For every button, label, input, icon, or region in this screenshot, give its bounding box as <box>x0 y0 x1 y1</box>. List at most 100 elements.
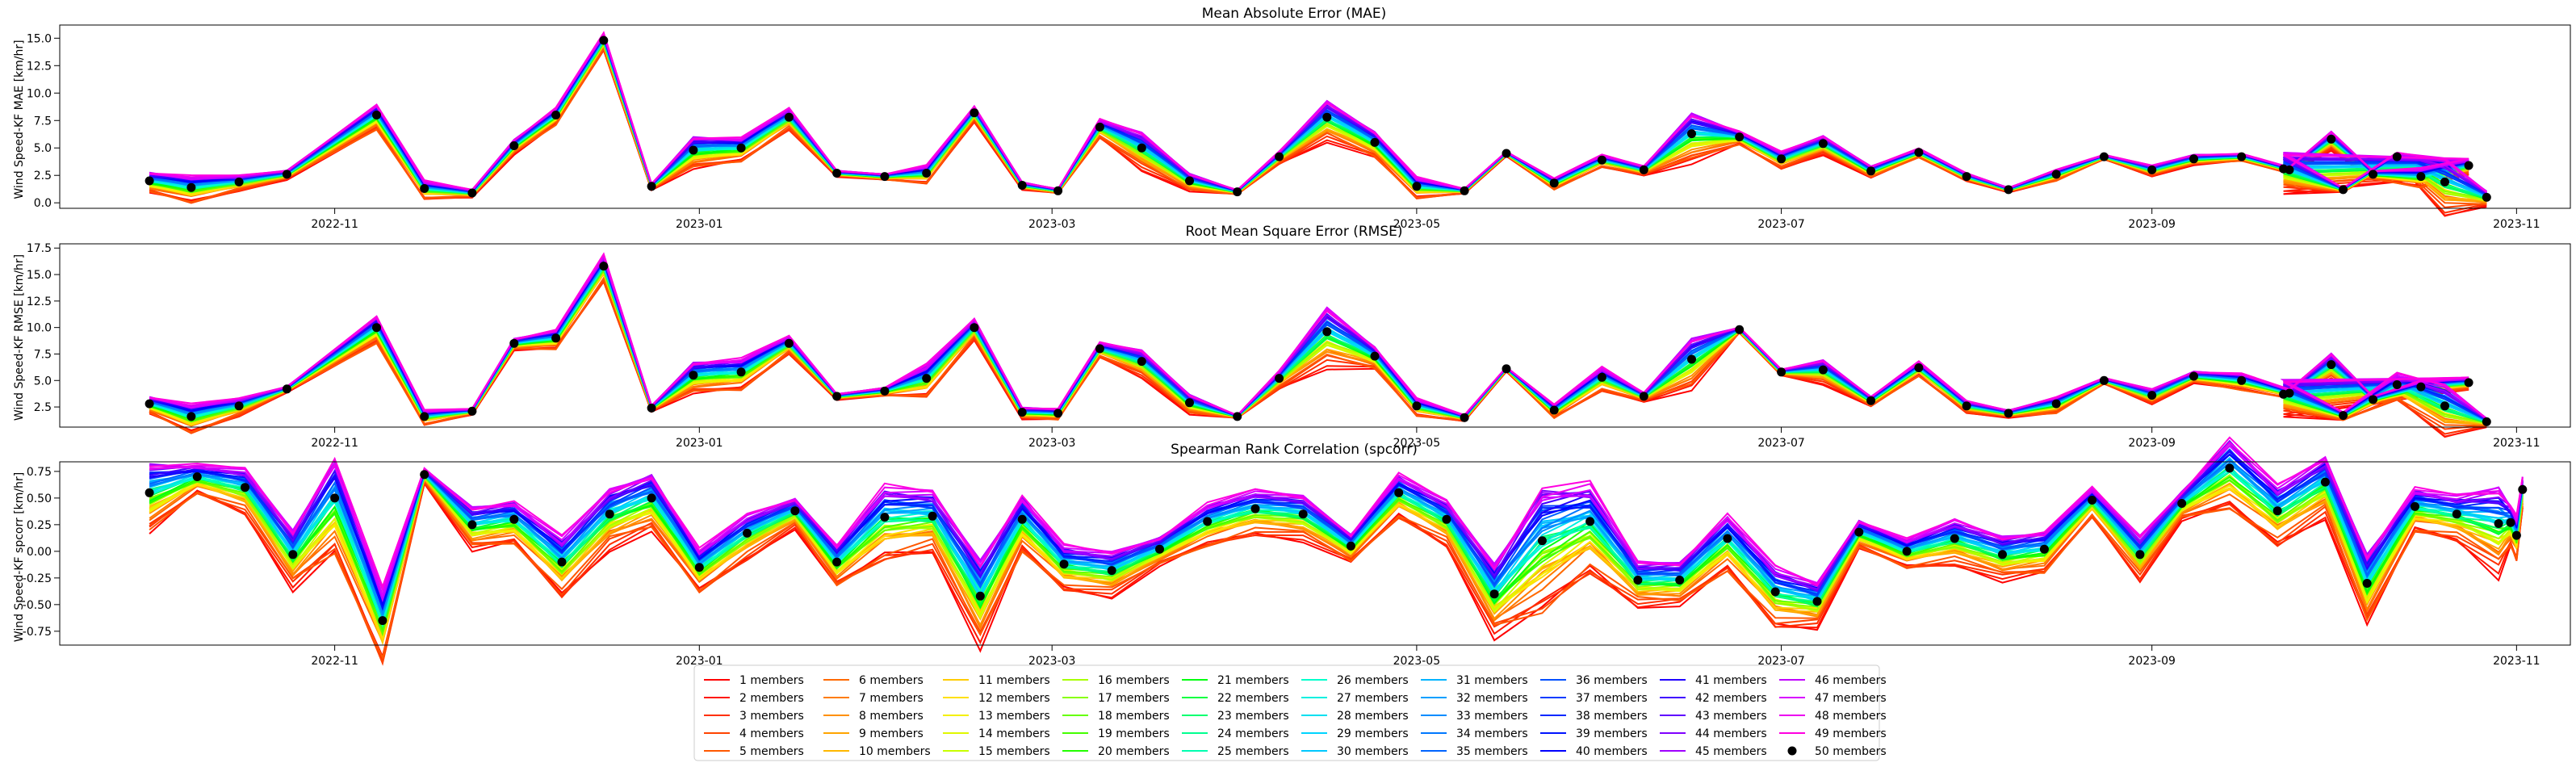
spcorr-point-50-members <box>832 557 842 567</box>
rmse-point-50-members <box>1137 357 1146 367</box>
spcorr-xtick-label: 2023-03 <box>1028 655 1076 668</box>
rmse-point-50-members <box>1866 396 1876 405</box>
legend-entry: 19 members <box>1098 727 1170 740</box>
rmse-point-50-members <box>509 338 519 348</box>
rmse-ytick-label: 15.0 <box>27 269 52 282</box>
mae-axes-frame <box>59 24 2571 209</box>
spcorr-point-50-members <box>1950 534 1959 543</box>
legend-entry: 37 members <box>1576 692 1648 705</box>
mae-point-50-members <box>1549 178 1559 188</box>
mae-point-50-members <box>1053 186 1063 195</box>
rmse-point-50-members <box>1597 372 1606 382</box>
mae-point-50-members <box>2482 192 2491 202</box>
spcorr-point-50-members <box>1017 514 1027 524</box>
mae-title: Mean Absolute Error (MAE) <box>1202 6 1387 22</box>
legend-entry: 21 members <box>1217 674 1289 687</box>
rmse-point-50-members <box>599 262 609 271</box>
rmse-xtick-label: 2023-09 <box>2128 437 2176 450</box>
spcorr-point-50-members <box>2088 496 2097 505</box>
mae-point-50-members <box>970 108 979 118</box>
mae-point-50-members <box>647 182 656 191</box>
rmse-xtick-label: 2023-07 <box>1757 437 1805 450</box>
mae-point-50-members <box>2189 154 2198 164</box>
rmse-axes-frame <box>59 243 2571 428</box>
mae-xtick-label: 2023-05 <box>1393 218 1441 231</box>
legend-entry: 38 members <box>1576 710 1648 723</box>
rmse-point-50-members <box>420 412 429 421</box>
mae-point-50-members <box>509 141 519 150</box>
legend-entry: 39 members <box>1576 727 1648 740</box>
spcorr-point-50-members <box>1723 534 1732 543</box>
spcorr-series-49-members <box>149 436 2524 589</box>
mae-xtick-label: 2023-09 <box>2128 218 2176 231</box>
rmse-point-50-members <box>647 403 656 413</box>
rmse-xtick-label: 2023-11 <box>2493 437 2540 450</box>
spcorr-title: Spearman Rank Correlation (spcorr) <box>1171 442 1418 458</box>
spcorr-ytick-label: -0.25 <box>23 572 52 585</box>
spcorr-point-50-members <box>1770 587 1780 597</box>
spcorr-point-50-members <box>1812 597 1822 606</box>
legend-entry: 8 members <box>859 710 924 723</box>
spcorr-point-50-members <box>330 493 340 503</box>
spcorr-point-50-members <box>2511 530 2521 540</box>
spcorr-point-50-members <box>420 470 429 480</box>
rmse-point-50-members <box>372 323 381 333</box>
mae-point-50-members <box>186 182 196 192</box>
legend-entry: 33 members <box>1456 710 1528 723</box>
spcorr-point-50-members <box>2272 506 2282 516</box>
legend-entry: 31 members <box>1456 674 1528 687</box>
rmse-xtick-label: 2023-01 <box>676 437 723 450</box>
mae-point-50-members <box>1962 172 1971 182</box>
rmse-point-50-members <box>1962 401 1971 411</box>
spcorr-point-50-members <box>1155 544 1164 554</box>
spcorr-series-47-members <box>149 445 2524 598</box>
spcorr-point-50-members <box>1998 550 2007 560</box>
legend-entry: 22 members <box>1217 692 1289 705</box>
rmse-point-50-members <box>234 401 244 411</box>
legend-entry: 6 members <box>859 674 924 687</box>
spcorr-axes-frame <box>59 461 2571 646</box>
rmse-point-50-members <box>145 399 154 409</box>
legend-entry: 46 members <box>1815 674 1887 687</box>
mae-point-50-members <box>1370 137 1380 147</box>
legend-entry: 44 members <box>1695 727 1767 740</box>
rmse-point-50-members <box>1095 344 1104 354</box>
mae-point-50-members <box>2327 134 2336 144</box>
spcorr-xtick-label: 2023-05 <box>1393 655 1441 668</box>
legend-entry: 27 members <box>1337 692 1409 705</box>
legend-entry: 5 members <box>739 745 804 758</box>
rmse-xtick-label: 2023-05 <box>1393 437 1441 450</box>
spcorr-point-50-members <box>605 509 614 519</box>
spcorr-point-50-members <box>1585 517 1595 526</box>
legend-entry: 3 members <box>739 710 804 723</box>
mae-point-50-members <box>2279 164 2289 174</box>
rmse-ytick-label: 5.0 <box>34 375 52 388</box>
mae-point-50-members <box>2147 165 2157 174</box>
rmse-point-50-members <box>1412 401 1422 411</box>
spcorr-point-50-members <box>192 472 202 481</box>
spcorr-point-50-members <box>2135 550 2145 560</box>
mae-point-50-members <box>1322 112 1332 122</box>
spcorr-point-50-members <box>1059 560 1069 569</box>
spcorr-point-50-members <box>1346 541 1355 551</box>
spcorr-point-50-members <box>928 511 937 521</box>
mae-xtick-label: 2023-01 <box>676 218 723 231</box>
legend: 1 members 2 members 3 members 4 members 5 me… <box>693 664 1887 761</box>
rmse-point-50-members <box>1275 374 1284 384</box>
mae-point-50-members <box>2464 161 2473 170</box>
rmse-point-50-members <box>1818 365 1828 375</box>
mae-point-50-members <box>2004 185 2013 195</box>
mae-point-50-members <box>1914 148 1924 157</box>
spcorr-point-50-members <box>288 550 298 560</box>
spcorr-ytick-label: 0.50 <box>27 492 52 505</box>
rmse-ylabel: Wind Speed-KF RMSE [km/hr] <box>13 254 26 421</box>
rmse-point-50-members <box>1639 392 1648 401</box>
mae-point-50-members <box>1735 132 1745 142</box>
mae-point-50-members <box>1639 165 1648 174</box>
rmse-point-50-members <box>1549 405 1559 415</box>
spcorr-ytick-label: 0.75 <box>27 466 52 479</box>
mae-point-50-members <box>1866 166 1876 176</box>
legend-marker-50 <box>1787 746 1797 756</box>
spcorr-point-50-members <box>2177 499 2187 508</box>
mae-ylabel: Wind Speed-KF MAE [km/hr] <box>13 40 26 199</box>
